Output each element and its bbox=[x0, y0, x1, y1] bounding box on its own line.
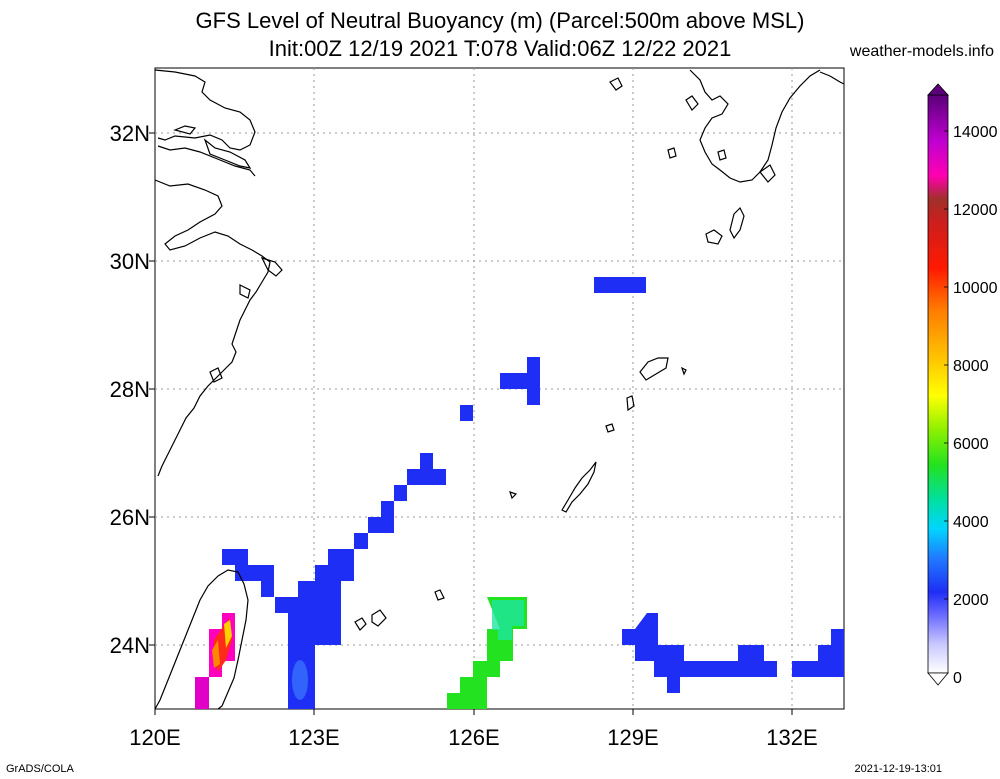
lon-label: 123E bbox=[288, 725, 339, 750]
shade-patch bbox=[622, 613, 777, 693]
shade-patch bbox=[212, 640, 220, 668]
lon-label: 126E bbox=[448, 725, 499, 750]
footer-timestamp: 2021-12-19-13:01 bbox=[854, 763, 942, 775]
colorbar bbox=[927, 83, 949, 686]
lat-label: 32N bbox=[110, 121, 150, 146]
site-credit: weather-models.info bbox=[849, 43, 994, 60]
shade-patch bbox=[460, 405, 473, 421]
colorbar-fill bbox=[927, 94, 949, 674]
colorbar-top-arrow bbox=[927, 83, 949, 96]
shade-patch bbox=[298, 549, 354, 645]
shade-patch bbox=[492, 600, 524, 640]
colorbar-label: 4000 bbox=[953, 514, 989, 531]
shade-patch bbox=[594, 277, 646, 293]
shade-patch bbox=[224, 620, 232, 648]
colorbar-label: 8000 bbox=[953, 358, 989, 375]
colorbar-label: 10000 bbox=[953, 280, 998, 297]
coastlines bbox=[154, 69, 845, 710]
lat-label: 26N bbox=[110, 505, 150, 530]
chart-title: GFS Level of Neutral Buoyancy (m) (Parce… bbox=[195, 8, 805, 33]
chart-subtitle: Init:00Z 12/19 2021 T:078 Valid:06Z 12/2… bbox=[268, 36, 732, 61]
lon-label: 129E bbox=[607, 725, 658, 750]
shade-patch bbox=[222, 549, 274, 597]
colorbar-bottom-arrow bbox=[927, 672, 949, 686]
shade-patch bbox=[275, 597, 289, 613]
shade-patch bbox=[368, 501, 394, 533]
shade-patch bbox=[792, 629, 844, 677]
lat-label: 30N bbox=[110, 249, 150, 274]
shade-patch bbox=[394, 453, 446, 501]
shade-patch bbox=[195, 677, 209, 709]
colorbar-label: 2000 bbox=[953, 592, 989, 609]
shade-patch bbox=[500, 357, 540, 405]
colorbar-label: 12000 bbox=[953, 202, 998, 219]
shade-patch bbox=[354, 533, 368, 549]
lon-label: 120E bbox=[129, 725, 180, 750]
colorbar-label: 6000 bbox=[953, 436, 989, 453]
lat-label: 24N bbox=[110, 633, 150, 658]
lon-label: 132E bbox=[766, 725, 817, 750]
colorbar-label: 0 bbox=[953, 670, 962, 687]
footer-credit: GrADS/COLA bbox=[6, 763, 74, 775]
lat-label: 28N bbox=[110, 377, 150, 402]
colorbar-label: 14000 bbox=[953, 124, 998, 141]
shade-patch bbox=[292, 660, 308, 700]
buoyancy-shading bbox=[195, 277, 844, 709]
